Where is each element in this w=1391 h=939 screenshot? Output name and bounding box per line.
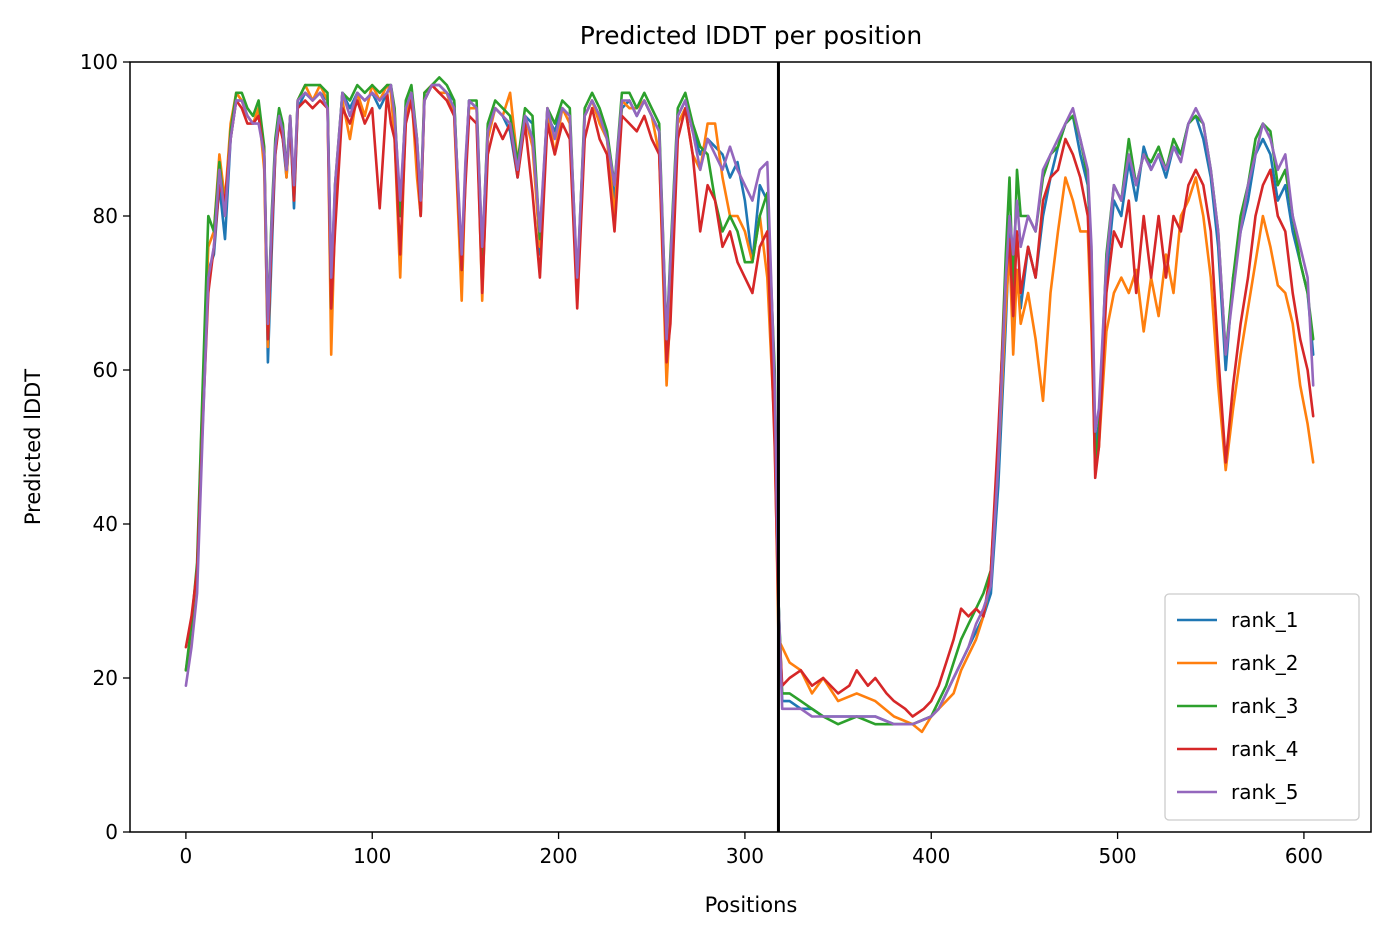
- y-tick-label: 40: [93, 512, 118, 536]
- series-line-rank_2: [184, 83, 1315, 734]
- legend-label-rank_2: rank_2: [1231, 651, 1298, 675]
- x-tick-label: 0: [180, 844, 193, 868]
- x-tick-label: 400: [912, 844, 950, 868]
- y-tick-label: 100: [80, 50, 118, 74]
- x-tick-label: 300: [726, 844, 764, 868]
- legend-label-rank_5: rank_5: [1231, 780, 1298, 804]
- y-tick-label: 0: [105, 820, 118, 844]
- legend-label-rank_4: rank_4: [1231, 737, 1298, 761]
- series-layer: [184, 76, 1315, 734]
- legend-label-rank_1: rank_1: [1231, 608, 1298, 632]
- x-axis: 0 100 200 300 400 500 600: [180, 832, 1323, 868]
- y-tick-label: 80: [93, 204, 118, 228]
- y-axis-title: Predicted lDDT: [21, 369, 45, 525]
- plot-frame: [129, 61, 1372, 833]
- legend-box: [1164, 593, 1360, 821]
- chart-title: Predicted lDDT per position: [580, 21, 922, 50]
- legend: rank_1 rank_2 rank_3 rank_4 rank_5: [1164, 593, 1360, 821]
- legend-label-rank_3: rank_3: [1231, 694, 1298, 718]
- x-tick-label: 600: [1285, 844, 1323, 868]
- x-tick-label: 500: [1098, 844, 1136, 868]
- y-tick-label: 20: [93, 666, 118, 690]
- series-line-rank_5: [184, 83, 1315, 726]
- x-tick-label: 200: [539, 844, 577, 868]
- y-tick-label: 60: [93, 358, 118, 382]
- y-axis: 0 20 40 60 80 100: [80, 50, 130, 844]
- x-axis-title: Positions: [705, 893, 798, 917]
- x-tick-label: 100: [353, 844, 391, 868]
